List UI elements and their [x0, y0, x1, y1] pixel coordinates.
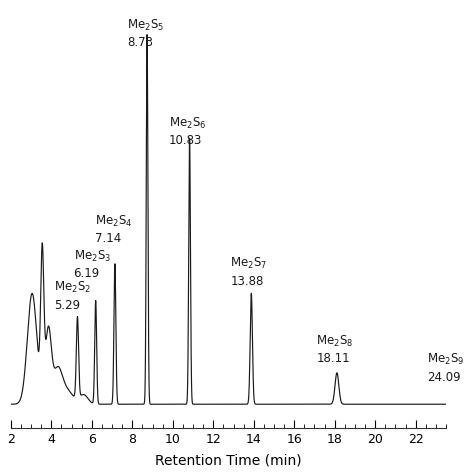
Text: 10.83: 10.83 [169, 135, 202, 147]
Text: Me$_2$S$_8$: Me$_2$S$_8$ [317, 334, 354, 349]
Text: Me$_2$S$_6$: Me$_2$S$_6$ [169, 116, 206, 131]
Text: Me$_2$S$_3$: Me$_2$S$_3$ [73, 249, 111, 264]
Text: Me$_2$S$_2$: Me$_2$S$_2$ [55, 280, 91, 295]
Text: 13.88: 13.88 [230, 275, 264, 288]
Text: 18.11: 18.11 [317, 353, 350, 365]
Text: 24.09: 24.09 [427, 371, 460, 384]
Text: Me$_2$S$_4$: Me$_2$S$_4$ [95, 214, 132, 228]
X-axis label: Retention Time (min): Retention Time (min) [155, 453, 302, 467]
Text: 7.14: 7.14 [95, 232, 121, 246]
Text: Me$_2$S$_9$: Me$_2$S$_9$ [427, 352, 464, 367]
Text: Me$_2$S$_5$: Me$_2$S$_5$ [127, 18, 164, 33]
Text: 8.73: 8.73 [127, 36, 153, 49]
Text: 6.19: 6.19 [73, 267, 100, 281]
Text: 5.29: 5.29 [55, 299, 81, 312]
Text: Me$_2$S$_7$: Me$_2$S$_7$ [230, 256, 268, 271]
